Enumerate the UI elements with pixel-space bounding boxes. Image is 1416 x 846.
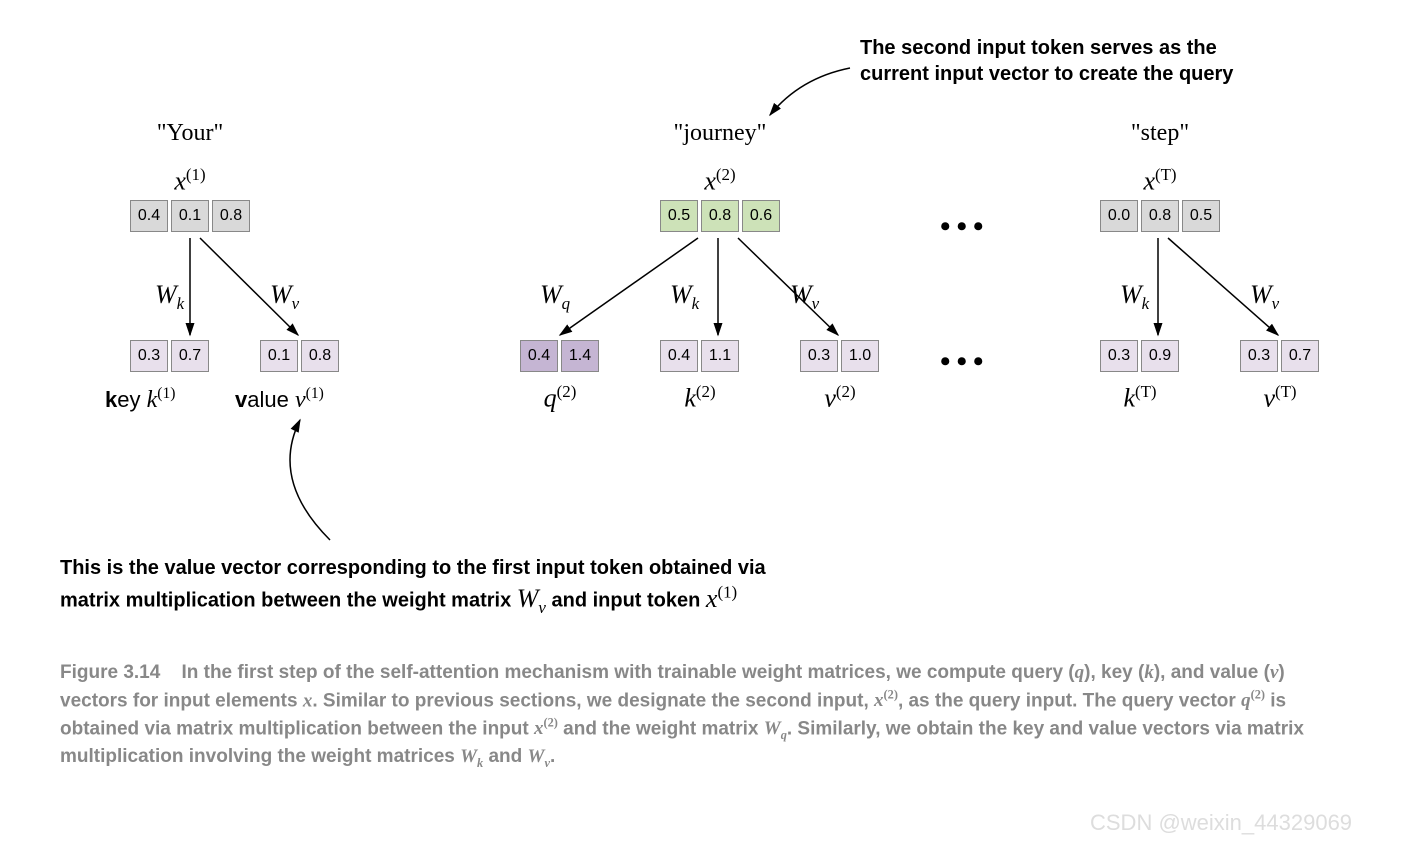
vector-cell: 0.8 <box>212 200 250 232</box>
vector-cell: 0.4 <box>520 340 558 372</box>
token-word: "step" <box>1090 120 1230 147</box>
weight-matrix-label: Wk <box>1120 280 1149 314</box>
vector-cell: 0.1 <box>171 200 209 232</box>
output-vector: 0.31.0 <box>800 340 879 372</box>
input-vector: 0.00.80.5 <box>1090 200 1230 232</box>
annotation-bottom-line2b: and input token <box>551 590 705 612</box>
vector-cell: 1.1 <box>701 340 739 372</box>
output-vector: 0.30.7 <box>1240 340 1319 372</box>
vector-cell: 1.4 <box>561 340 599 372</box>
output-vector: 0.10.8 <box>260 340 339 372</box>
annotation-top-line1: The second input token serves as the <box>860 37 1217 59</box>
token-var: x(T) <box>1090 165 1230 197</box>
vector-cell: 0.0 <box>1100 200 1138 232</box>
vector-cell: 1.0 <box>841 340 879 372</box>
annotation-top: The second input token serves as the cur… <box>860 35 1233 87</box>
weight-matrix-label: Wq <box>540 280 570 314</box>
figure-number: Figure 3.14 <box>60 662 160 683</box>
kv-label: key k(1) <box>105 385 175 414</box>
output-vector: 0.30.7 <box>130 340 209 372</box>
vector-cell: 0.7 <box>171 340 209 372</box>
weight-matrix-label: Wk <box>670 280 699 314</box>
output-var-label: k(T) <box>1100 382 1180 414</box>
vector-cell: 0.1 <box>260 340 298 372</box>
vector-cell: 0.8 <box>301 340 339 372</box>
vector-cell: 0.8 <box>1141 200 1179 232</box>
weight-matrix-label: Wv <box>790 280 819 314</box>
annotation-bottom: This is the value vector corresponding t… <box>60 555 840 619</box>
token-var: x(1) <box>120 165 260 197</box>
ellipsis: ••• <box>940 210 990 244</box>
wv-var: Wv <box>517 584 546 613</box>
watermark: CSDN @weixin_44329069 <box>1090 810 1352 836</box>
figure-caption: Figure 3.14 In the first step of the sel… <box>60 660 1340 772</box>
token-word: "journey" <box>650 120 790 147</box>
output-vector: 0.41.4 <box>520 340 599 372</box>
annotation-bottom-line2a: matrix multiplication between the weight… <box>60 590 517 612</box>
kv-label: value v(1) <box>235 385 324 414</box>
vector-cell: 0.9 <box>1141 340 1179 372</box>
annotation-top-line2: current input vector to create the query <box>860 63 1233 85</box>
weight-matrix-label: Wk <box>155 280 184 314</box>
output-vector: 0.41.1 <box>660 340 739 372</box>
vector-cell: 0.7 <box>1281 340 1319 372</box>
vector-cell: 0.5 <box>660 200 698 232</box>
vector-cell: 0.6 <box>742 200 780 232</box>
vector-cell: 0.3 <box>800 340 838 372</box>
output-var-label: v(2) <box>800 382 880 414</box>
token-var: x(2) <box>650 165 790 197</box>
vector-cell: 0.8 <box>701 200 739 232</box>
vector-cell: 0.3 <box>1240 340 1278 372</box>
output-var-label: k(2) <box>660 382 740 414</box>
weight-matrix-label: Wv <box>1250 280 1279 314</box>
vector-cell: 0.3 <box>130 340 168 372</box>
token-word: "Your" <box>120 120 260 147</box>
weight-matrix-label: Wv <box>270 280 299 314</box>
vector-cell: 0.3 <box>1100 340 1138 372</box>
vector-cell: 0.4 <box>130 200 168 232</box>
annotation-bottom-line1: This is the value vector corresponding t… <box>60 557 766 579</box>
input-vector: 0.50.80.6 <box>650 200 790 232</box>
output-var-label: q(2) <box>520 382 600 414</box>
output-vector: 0.30.9 <box>1100 340 1179 372</box>
vector-cell: 0.4 <box>660 340 698 372</box>
output-var-label: v(T) <box>1240 382 1320 414</box>
ellipsis: ••• <box>940 345 990 379</box>
input-vector: 0.40.10.8 <box>120 200 260 232</box>
x1-var: x(1) <box>706 584 737 613</box>
vector-cell: 0.5 <box>1182 200 1220 232</box>
